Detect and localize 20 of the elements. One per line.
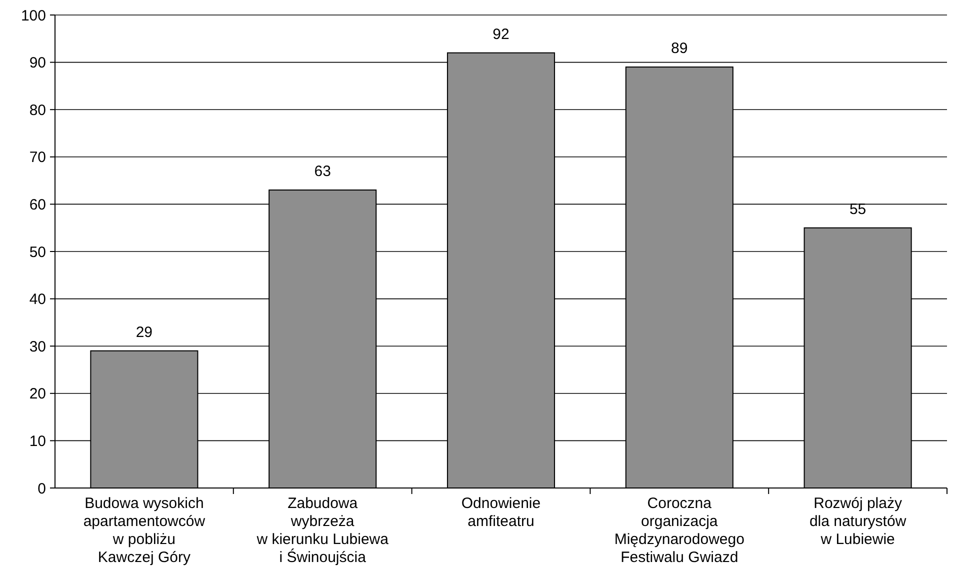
data-label: 92 xyxy=(492,26,510,43)
data-label: 29 xyxy=(136,324,153,341)
y-tick-label: 60 xyxy=(29,196,46,214)
y-tick-label: 40 xyxy=(29,291,46,308)
y-tick-label: 90 xyxy=(29,54,46,72)
y-tick-label: 20 xyxy=(29,386,46,403)
x-tick-label: Budowa wysokich apartamentowców w pobliżu Kawczej Góry xyxy=(83,495,206,566)
y-tick-label: 10 xyxy=(29,432,46,450)
y-tick-label: 0 xyxy=(38,480,46,498)
x-tick-label: Coroczna organizacja Międzynarodowego Festiwalu Gwiazd xyxy=(614,495,744,566)
y-tick-label: 70 xyxy=(29,149,46,166)
x-tick-label: Zabudowa wybrzeża w kierunku Lubiewa i Świnoujścia xyxy=(256,495,390,566)
data-label: 63 xyxy=(314,163,331,180)
y-tick-label: 80 xyxy=(29,102,46,119)
y-tick-label: 50 xyxy=(29,244,46,261)
y-tick-label: 100 xyxy=(20,7,46,24)
y-tick-label: 30 xyxy=(29,338,46,356)
x-tick-label: Odnowienie amfiteatru xyxy=(461,495,541,530)
data-label: 89 xyxy=(671,40,688,58)
x-tick-label: Rozwój plaży dla naturystów w Lubiewie xyxy=(809,495,906,548)
